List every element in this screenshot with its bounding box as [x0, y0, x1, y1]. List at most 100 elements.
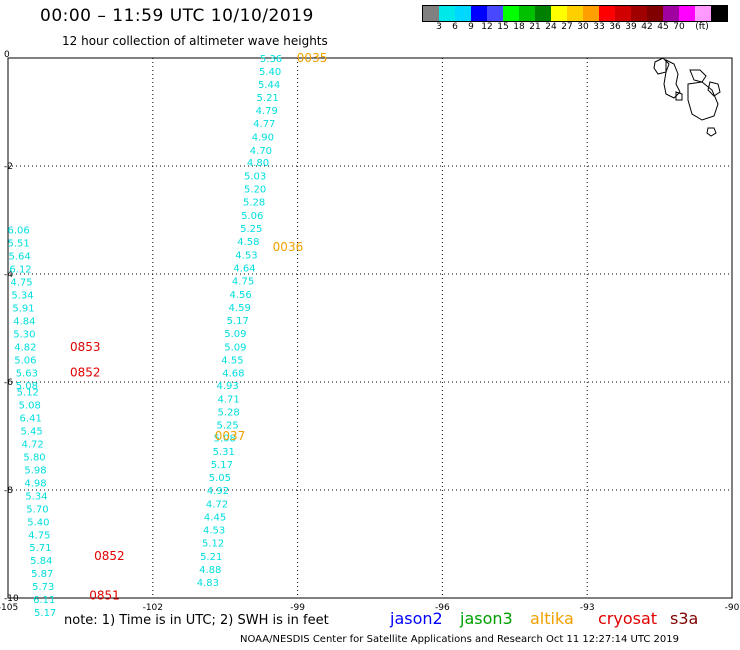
- legend-value: 70: [673, 22, 685, 32]
- swh-value: 5.28: [217, 408, 239, 419]
- swh-value: 5.30: [13, 329, 35, 340]
- island-outline: [687, 81, 719, 121]
- legend-value: 39: [625, 22, 637, 32]
- legend-value: 45: [657, 22, 669, 32]
- swh-value: 5.28: [243, 198, 265, 209]
- y-tick-label: -4: [4, 270, 13, 280]
- pass-time-label: 0037: [215, 429, 246, 443]
- swh-value: 4.55: [221, 355, 243, 366]
- swh-value: 5.08: [214, 434, 236, 445]
- pass-time-label: 0036: [273, 240, 304, 254]
- y-tick-label: -6: [4, 378, 13, 388]
- satellite-name: jason2: [390, 609, 443, 628]
- swh-value: 5.34: [11, 291, 33, 302]
- legend-swatch: [711, 6, 727, 21]
- legend-swatch: [519, 6, 535, 21]
- legend-swatch: [471, 6, 487, 21]
- legend-value: 36: [609, 22, 621, 32]
- swh-value: 4.53: [235, 251, 257, 262]
- swh-value: 5.09: [224, 342, 246, 353]
- swh-value: 4.84: [13, 316, 35, 327]
- legend-swatch: [487, 6, 503, 21]
- swh-value: 5.25: [240, 224, 262, 235]
- swh-value: 5.17: [211, 460, 233, 471]
- swh-value: 4.68: [222, 368, 244, 379]
- y-tick-label: 0: [4, 50, 10, 60]
- island-outline: [707, 81, 721, 97]
- swh-value: 5.31: [213, 447, 235, 458]
- legend-swatch: [663, 6, 679, 21]
- swh-value: 5.34: [25, 491, 47, 502]
- island-outline: [675, 91, 683, 101]
- swh-value: 4.53: [203, 525, 225, 536]
- map-frame: [7, 57, 733, 599]
- pass-time-label: 0851: [89, 588, 120, 602]
- swh-value: 5.17: [227, 316, 249, 327]
- swh-value: 5.80: [23, 453, 45, 464]
- swh-value: 5.84: [30, 556, 52, 567]
- pass-time-label: 0852: [70, 365, 101, 379]
- legend-value: 30: [577, 22, 589, 32]
- legend-value: 9: [468, 22, 474, 32]
- legend-value: 3: [436, 22, 442, 32]
- x-tick-label: -90: [725, 603, 740, 613]
- legend-value: 18: [513, 22, 525, 32]
- swh-value: 5.98: [24, 465, 46, 476]
- legend-swatch: [679, 6, 695, 21]
- swh-value: 4.58: [237, 237, 259, 248]
- swh-value: 6.06: [7, 226, 29, 237]
- swh-value: 5.51: [7, 239, 29, 250]
- swh-value: 4.93: [216, 381, 238, 392]
- x-tick-label: -93: [580, 603, 595, 613]
- legend-value: 12: [481, 22, 493, 32]
- swh-value: 5.36: [260, 54, 282, 65]
- swh-value: 5.05: [209, 473, 231, 484]
- pass-time-label: 0852: [94, 549, 125, 563]
- swh-value: 6.11: [33, 595, 55, 606]
- swh-value: 5.45: [21, 427, 43, 438]
- swh-value: 5.08: [19, 401, 41, 412]
- legend-swatch: [583, 6, 599, 21]
- swh-value: 5.20: [244, 185, 266, 196]
- swh-value: 5.71: [29, 543, 51, 554]
- swh-value: 6.12: [9, 265, 31, 276]
- swh-value: 4.83: [197, 578, 219, 589]
- legend-value: 15: [497, 22, 509, 32]
- swh-value: 4.82: [14, 342, 36, 353]
- swh-value: 5.73: [32, 582, 54, 593]
- satellite-name: cryosat: [598, 609, 658, 628]
- swh-value: 5.25: [216, 421, 238, 432]
- legend-swatch: [455, 6, 471, 21]
- swh-value: 5.08: [16, 381, 38, 392]
- x-tick-label: -102: [143, 603, 163, 613]
- y-tick-label: -8: [4, 486, 13, 496]
- swh-value: 5.70: [26, 504, 48, 515]
- swh-value: 5.44: [258, 80, 280, 91]
- swh-value: 5.87: [31, 569, 53, 580]
- swh-value: 5.09: [224, 329, 246, 340]
- legend-swatch: [535, 6, 551, 21]
- legend-swatch: [631, 6, 647, 21]
- map-title: 00:00 – 11:59 UTC 10/10/2019: [40, 6, 314, 26]
- swh-value: 5.21: [200, 552, 222, 563]
- credit-line: NOAA/NESDIS Center for Satellite Applica…: [240, 634, 679, 645]
- swh-value: 4.59: [229, 303, 251, 314]
- swh-value: 5.91: [12, 303, 34, 314]
- x-tick-label: -96: [435, 603, 450, 613]
- legend-value: 42: [641, 22, 653, 32]
- swh-value: 5.64: [8, 252, 30, 263]
- swh-value: 4.64: [233, 264, 255, 275]
- swh-value: 5.63: [16, 368, 38, 379]
- swh-value: 5.03: [244, 172, 266, 183]
- swh-value: 4.72: [206, 500, 228, 511]
- swh-value: 4.75: [28, 530, 50, 541]
- swh-value: 5.06: [241, 211, 263, 222]
- x-tick-label: -105: [0, 603, 18, 613]
- swh-value: 4.75: [232, 276, 254, 287]
- legend-swatch: [503, 6, 519, 21]
- swh-value: 5.12: [202, 538, 224, 549]
- swh-value: 6.41: [20, 414, 42, 425]
- swh-value: 4.80: [247, 158, 269, 169]
- island-outline: [706, 127, 717, 137]
